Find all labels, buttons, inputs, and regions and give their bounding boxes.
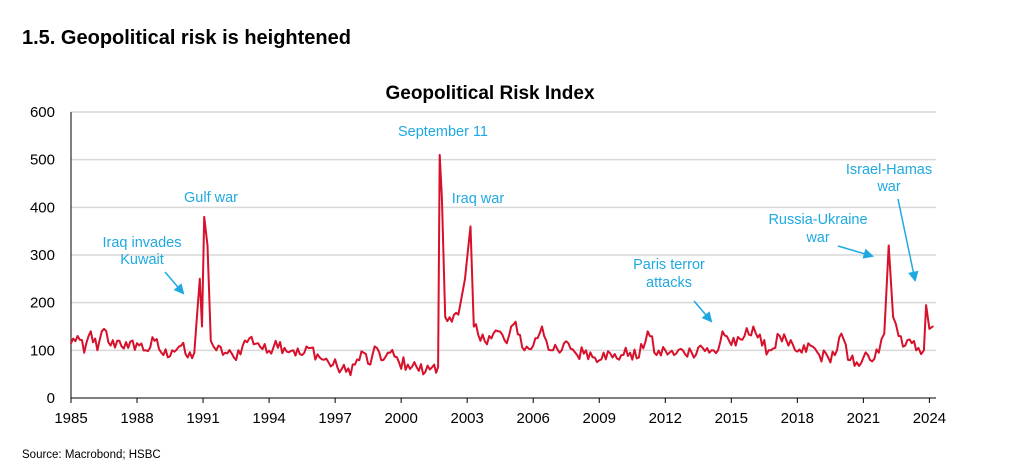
annotation-label: Iraq invades	[103, 235, 182, 251]
annotation-arrow	[837, 245, 875, 259]
annotation-label: Russia-Ukraine	[768, 212, 867, 228]
annotation-label: war	[876, 179, 901, 195]
series-line	[70, 153, 934, 377]
y-tick-label: 300	[30, 247, 55, 264]
annotation-arrow	[897, 198, 919, 283]
annotation-label: Kuwait	[120, 252, 164, 268]
annotation-label: Israel-Hamas	[846, 162, 932, 178]
x-tick-label: 2000	[384, 410, 417, 427]
x-tick-label: 2009	[583, 410, 616, 427]
annotation-label: attacks	[646, 275, 692, 291]
x-tick-label: 2012	[649, 410, 682, 427]
x-tick-label: 2015	[715, 410, 748, 427]
annotation-label: Iraq war	[452, 191, 505, 207]
source-note: Source: Macrobond; HSBC	[22, 449, 161, 461]
x-tick-label: 1991	[186, 410, 219, 427]
x-tick-label: 1985	[54, 410, 87, 427]
x-tick-label: 2018	[781, 410, 814, 427]
x-tick-label: 2024	[913, 410, 946, 427]
annotation-label: Gulf war	[184, 190, 238, 206]
y-tick-label: 200	[30, 295, 55, 312]
annotation-arrow	[693, 300, 713, 323]
y-tick-label: 500	[30, 152, 55, 169]
page-title: 1.5. Geopolitical risk is heightened	[22, 27, 351, 49]
x-tick-label: 1997	[318, 410, 351, 427]
y-tick-label: 100	[30, 342, 55, 359]
y-tick-label: 0	[47, 390, 55, 407]
x-tick-label: 2003	[450, 410, 483, 427]
x-tick-label: 2006	[517, 410, 550, 427]
annotation-arrow	[164, 271, 185, 295]
annotation-label: war	[805, 230, 830, 246]
x-axis: 1985 1988 1991 1994 1997 2000 2003 2006 2009 2012…	[54, 112, 946, 427]
x-tick-label: 2021	[847, 410, 880, 427]
chart-title: Geopolitical Risk Index	[385, 83, 594, 104]
y-axis: 0 100 200 300 400 500 600	[30, 104, 55, 407]
y-tick-label: 400	[30, 199, 55, 216]
grid-lines	[71, 111, 936, 352]
x-tick-label: 1988	[120, 410, 153, 427]
x-tick-label: 1994	[252, 410, 285, 427]
annotation-label: Paris terror	[633, 257, 705, 273]
y-tick-label: 600	[30, 104, 55, 121]
annotation-label: September 11	[398, 124, 488, 140]
